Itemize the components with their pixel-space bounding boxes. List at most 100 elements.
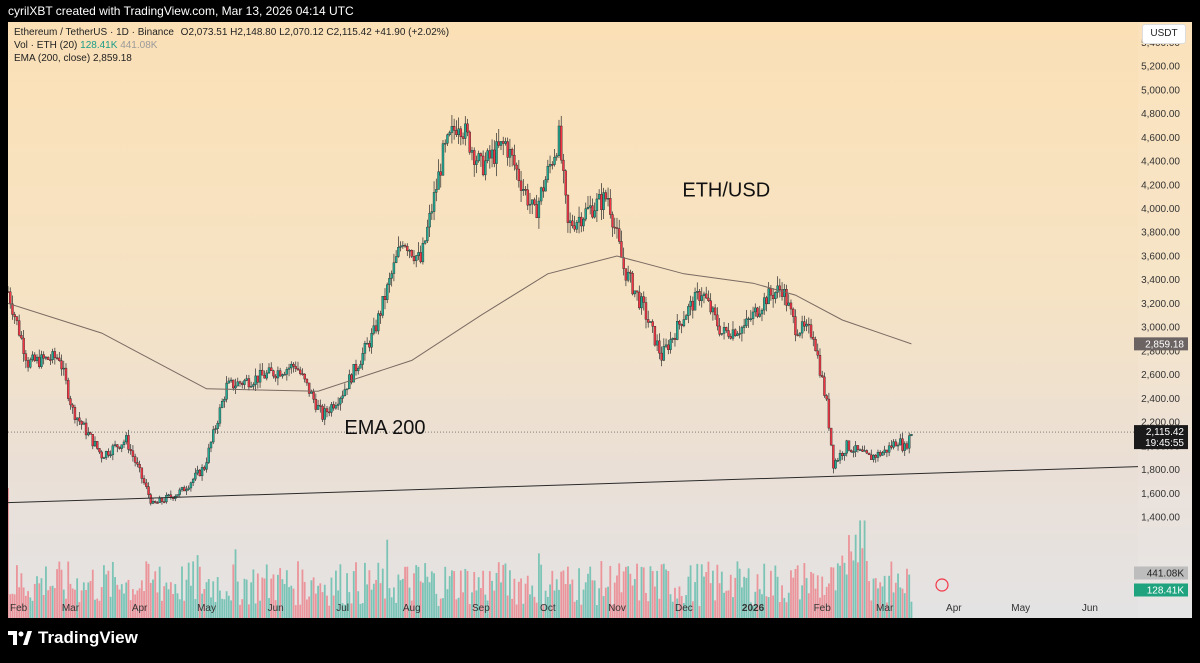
candle-body	[738, 333, 741, 335]
candle-body	[383, 295, 387, 300]
y-axis-tick-label: 3,600.00	[1141, 251, 1180, 262]
candle-body	[426, 226, 429, 242]
candle-body	[872, 454, 875, 460]
candle-body	[40, 354, 43, 367]
candle-body	[544, 179, 547, 192]
volume-bar	[649, 566, 652, 618]
candle-body	[131, 450, 135, 457]
volume-bar	[163, 586, 166, 618]
volume-bar	[647, 601, 650, 618]
candle-body	[783, 289, 786, 297]
volume-label[interactable]: Vol · ETH (20)	[14, 40, 78, 51]
candle-body	[58, 357, 61, 361]
volume-bar	[526, 575, 529, 618]
volume-bar	[600, 561, 603, 618]
volume-bar	[569, 584, 572, 618]
volume-bar	[288, 587, 290, 618]
candle-body	[834, 460, 837, 469]
candle-body	[370, 333, 373, 348]
volume-bar	[841, 555, 844, 618]
candle-body	[187, 487, 190, 490]
footer: TradingView	[0, 618, 1200, 663]
volume-bar	[250, 582, 253, 618]
candle-body	[542, 187, 545, 192]
volume-bar	[361, 603, 364, 618]
volume-bar	[419, 581, 422, 618]
candle-body	[562, 159, 565, 171]
volume-bar	[522, 603, 525, 618]
volume-bar	[830, 567, 833, 618]
y-axis-tick-label: 3,200.00	[1141, 299, 1180, 310]
candle-body	[265, 372, 268, 379]
candle-body	[98, 448, 101, 453]
candle-body	[519, 180, 523, 191]
candle-body	[84, 422, 88, 436]
ohlc-values: O2,073.51 H2,148.80 L2,070.12 C2,115.42 …	[180, 27, 450, 38]
volume-bar	[156, 592, 159, 618]
candle-body	[261, 369, 264, 376]
volume-bar	[769, 570, 772, 618]
candle-body	[497, 141, 500, 146]
candle-body	[647, 319, 650, 323]
volume-bar	[705, 572, 708, 618]
volume-bar	[723, 592, 725, 618]
candle-body	[687, 306, 690, 316]
ema-label[interactable]: EMA (200, close)	[14, 53, 91, 64]
chart-canvas[interactable]: 5,400.005,200.005,000.004,800.004,600.00…	[8, 22, 1192, 618]
volume-bar	[716, 564, 719, 618]
candle-body	[314, 398, 318, 410]
candle-body	[644, 302, 648, 320]
candle-body	[774, 292, 777, 300]
volume-bar	[348, 592, 351, 618]
candle-body	[513, 154, 516, 166]
volume-bar	[107, 570, 110, 618]
volume-bar	[140, 580, 143, 618]
volume-bar	[852, 560, 855, 618]
candle-body	[336, 403, 340, 406]
candle-body	[682, 319, 686, 327]
candle-body	[829, 427, 833, 446]
candle-body	[17, 320, 21, 336]
volume-bar	[897, 573, 899, 618]
volume-bar	[399, 580, 402, 618]
volume-bar	[524, 583, 527, 618]
volume-bar	[377, 562, 380, 618]
candle-body	[611, 214, 614, 228]
volume-bar	[341, 603, 344, 618]
candle-body	[800, 321, 804, 334]
volume-bar	[596, 605, 598, 618]
tradingview-logo[interactable]: TradingView	[8, 628, 138, 648]
volume-bar	[466, 571, 469, 618]
candle-body	[218, 407, 222, 424]
volume-bar	[578, 568, 580, 618]
volume-bar	[245, 579, 248, 618]
candle-body	[122, 441, 126, 445]
candle-body	[461, 136, 465, 139]
symbol-title[interactable]: Ethereum / TetherUS · 1D · Binance	[14, 27, 174, 38]
volume-bar	[11, 593, 14, 618]
volume-bar	[196, 555, 199, 618]
support-trendline	[8, 466, 1139, 504]
volume-bar	[714, 600, 717, 618]
volume-bar	[143, 591, 145, 618]
candle-body	[664, 344, 668, 347]
volume-bar	[827, 583, 830, 618]
candle-body	[274, 375, 277, 379]
x-axis-label: Jun	[1082, 603, 1098, 614]
volume-bar	[451, 570, 453, 618]
candle-body	[165, 494, 168, 503]
candle-body	[760, 309, 764, 315]
volume-bar	[40, 578, 43, 618]
volume-bar	[834, 590, 837, 618]
currency-selector[interactable]: USDT	[1142, 24, 1186, 44]
candle-body	[140, 467, 144, 479]
volume-bar	[910, 601, 913, 618]
volume-bar	[47, 590, 50, 618]
candle-body	[75, 417, 79, 420]
chart-area[interactable]: 5,400.005,200.005,000.004,800.004,600.00…	[8, 22, 1192, 618]
y-axis-tick-label: 1,400.00	[1141, 512, 1180, 523]
volume-bar	[836, 563, 839, 618]
candle-body	[602, 192, 605, 210]
candle-body	[457, 128, 460, 135]
candle-body	[372, 325, 376, 334]
